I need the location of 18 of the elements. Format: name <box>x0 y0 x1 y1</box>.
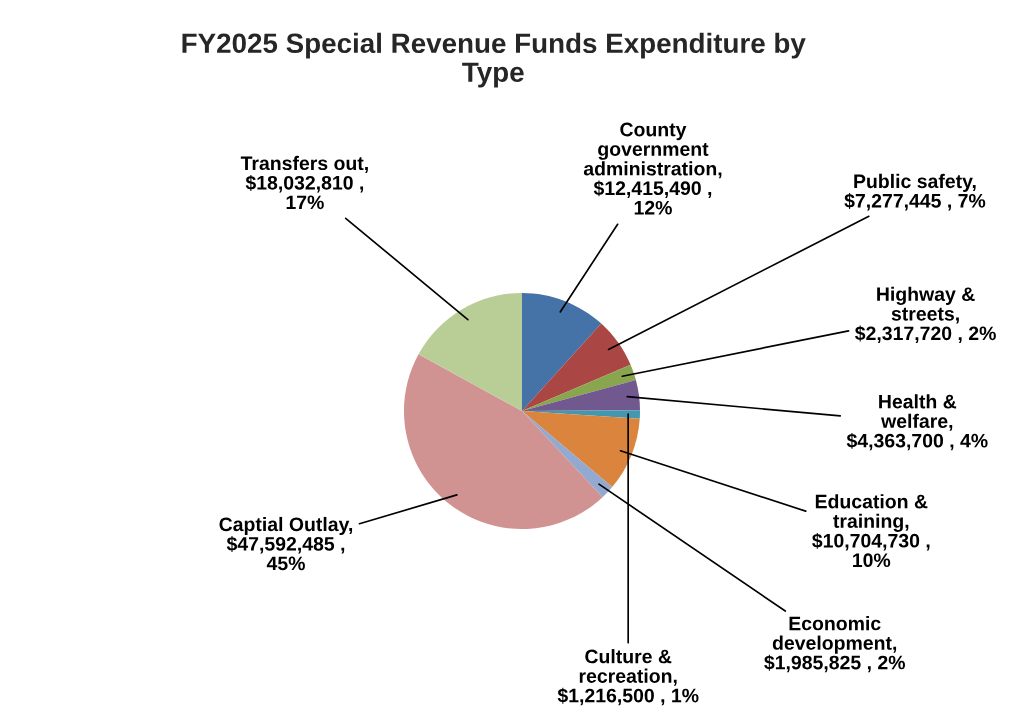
slice-label: Highway & streets, $2,317,720 , 2% <box>855 286 996 344</box>
pie-slice <box>418 293 522 411</box>
pie-slice <box>522 411 613 498</box>
slice-label: Economic development, $1,985,825 , 2% <box>764 616 906 673</box>
slice-label: Education & training, $10,704,730 , 10% <box>812 494 930 568</box>
pie-slice <box>522 323 631 411</box>
slice-label: Captial Outlay, $47,592,485 , 45% <box>219 516 353 571</box>
slice-label: Transfers out, $18,032,810 , 17% <box>240 155 368 210</box>
slice-label: County government administration, $12,415,490 , 12% <box>583 122 722 215</box>
slice-label: Health & welfare, $4,363,700 , 4% <box>846 394 988 451</box>
pie-slice <box>522 411 640 488</box>
pie-slice <box>522 293 602 411</box>
pie-slice <box>522 364 636 411</box>
slice-label: Public safety, $7,277,445 , 7% <box>844 173 986 211</box>
slice-label: Culture & recreation, $1,216,500 , 1% <box>557 649 699 706</box>
chart-title: FY2025 Special Revenue Funds Expenditure by Type <box>182 32 806 88</box>
pie-slice <box>522 380 640 411</box>
pie-slice <box>404 354 603 529</box>
